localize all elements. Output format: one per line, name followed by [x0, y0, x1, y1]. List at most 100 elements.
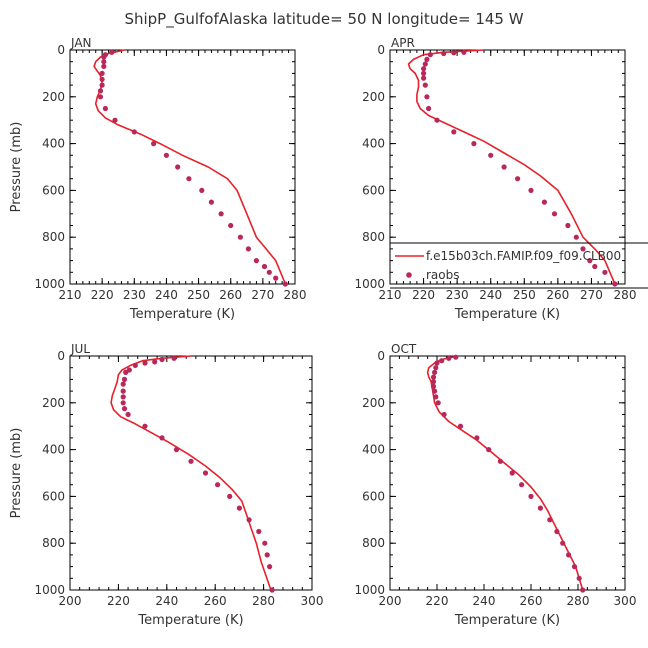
- x-tick-label: 250: [513, 288, 536, 302]
- obs-point: [441, 411, 447, 418]
- panel-label: JUL: [70, 342, 90, 356]
- obs-point: [267, 564, 273, 570]
- model-series-line: [407, 49, 616, 285]
- y-tick-label: 400: [362, 137, 385, 151]
- obs-point: [227, 493, 233, 499]
- obs-point: [173, 447, 180, 453]
- y-tick-label: 400: [362, 443, 385, 457]
- obs-point: [432, 369, 438, 375]
- obs-point: [159, 435, 165, 441]
- y-tick-label: 1000: [354, 583, 385, 597]
- obs-point: [152, 359, 158, 365]
- obs-point: [573, 234, 579, 240]
- y-tick-label: 600: [42, 489, 65, 503]
- obs-point: [433, 365, 439, 371]
- legend: f.e15b03ch.FAMIP.f09_f09.CLB00 raobs: [390, 242, 648, 289]
- obs-point: [142, 360, 148, 366]
- y-tick-label: 800: [362, 536, 385, 550]
- x-axis-label: Temperature (K): [454, 613, 560, 628]
- obs-point: [592, 263, 598, 270]
- obs-point: [121, 376, 128, 382]
- y-tick-label: 200: [362, 396, 385, 410]
- obs-point: [537, 505, 544, 511]
- legend-obs-swatch: [406, 272, 412, 278]
- obs-point: [121, 406, 128, 412]
- obs-point: [245, 246, 251, 252]
- obs-point: [123, 369, 129, 375]
- obs-point: [602, 269, 608, 275]
- x-tick-label: 280: [284, 288, 307, 302]
- x-tick-label: 280: [252, 594, 275, 608]
- obs-point: [99, 82, 105, 88]
- obs-point: [266, 269, 272, 275]
- obs-point: [99, 76, 105, 82]
- obs-point: [474, 435, 480, 441]
- obs-point: [273, 275, 279, 281]
- x-tick-label: 220: [91, 288, 114, 302]
- legend-obs-label: raobs: [426, 268, 460, 282]
- model-series-line: [426, 355, 584, 591]
- obs-point: [435, 400, 441, 406]
- obs-point: [101, 54, 107, 60]
- y-tick-label: 1000: [34, 277, 65, 291]
- obs-point: [261, 263, 268, 270]
- x-tick-label: 200: [59, 594, 82, 608]
- x-tick-label: 260: [520, 594, 543, 608]
- obs-point: [515, 176, 521, 182]
- x-tick-label: 240: [473, 594, 496, 608]
- x-tick-label: 200: [379, 594, 402, 608]
- obs-point: [547, 517, 553, 523]
- panel-label: APR: [391, 36, 415, 50]
- obs-point: [282, 281, 288, 287]
- x-tick-label: 300: [301, 594, 324, 608]
- obs-point: [424, 94, 430, 100]
- obs-point: [528, 187, 534, 193]
- obs-point: [421, 70, 427, 76]
- obs-point: [509, 470, 515, 476]
- x-axis-label: Temperature (K): [137, 613, 243, 628]
- x-tick-label: 230: [123, 288, 146, 302]
- obs-point: [120, 400, 126, 406]
- obs-point: [186, 176, 192, 182]
- obs-point: [159, 356, 165, 363]
- obs-point: [175, 164, 181, 170]
- obs-point: [262, 540, 268, 546]
- obs-point: [120, 394, 126, 400]
- obs-point: [112, 117, 118, 123]
- obs-point: [422, 61, 428, 67]
- x-tick-label: 280: [614, 288, 637, 302]
- x-tick-label: 220: [426, 594, 449, 608]
- obs-point: [427, 52, 433, 58]
- obs-point: [580, 246, 586, 252]
- obs-point: [421, 75, 427, 81]
- obs-point: [99, 70, 105, 76]
- obs-point: [433, 394, 439, 400]
- obs-point: [554, 528, 560, 535]
- x-tick-label: 240: [479, 288, 502, 302]
- y-tick-label: 800: [362, 230, 385, 244]
- x-tick-label: 260: [204, 594, 227, 608]
- obs-point: [171, 355, 177, 361]
- x-tick-label: 250: [187, 288, 210, 302]
- obs-point: [488, 152, 494, 158]
- x-tick-label: 210: [379, 288, 402, 302]
- obs-point: [109, 49, 115, 55]
- obs-point: [422, 82, 428, 88]
- y-tick-label: 400: [42, 443, 65, 457]
- obs-point: [565, 222, 571, 229]
- y-axis-label: Pressure (mb): [9, 122, 24, 213]
- legend-model-label: f.e15b03ch.FAMIP.f09_f09.CLB00: [426, 249, 621, 263]
- obs-point: [256, 528, 262, 535]
- obs-point: [218, 211, 224, 217]
- obs-point: [202, 470, 209, 476]
- obs-point: [424, 56, 430, 63]
- obs-point: [236, 505, 242, 511]
- obs-point: [571, 564, 578, 570]
- y-tick-label: 200: [42, 90, 65, 104]
- y-tick-label: 800: [42, 536, 65, 550]
- obs-point: [264, 552, 270, 558]
- obs-point: [430, 383, 437, 389]
- y-tick-label: 1000: [34, 583, 65, 597]
